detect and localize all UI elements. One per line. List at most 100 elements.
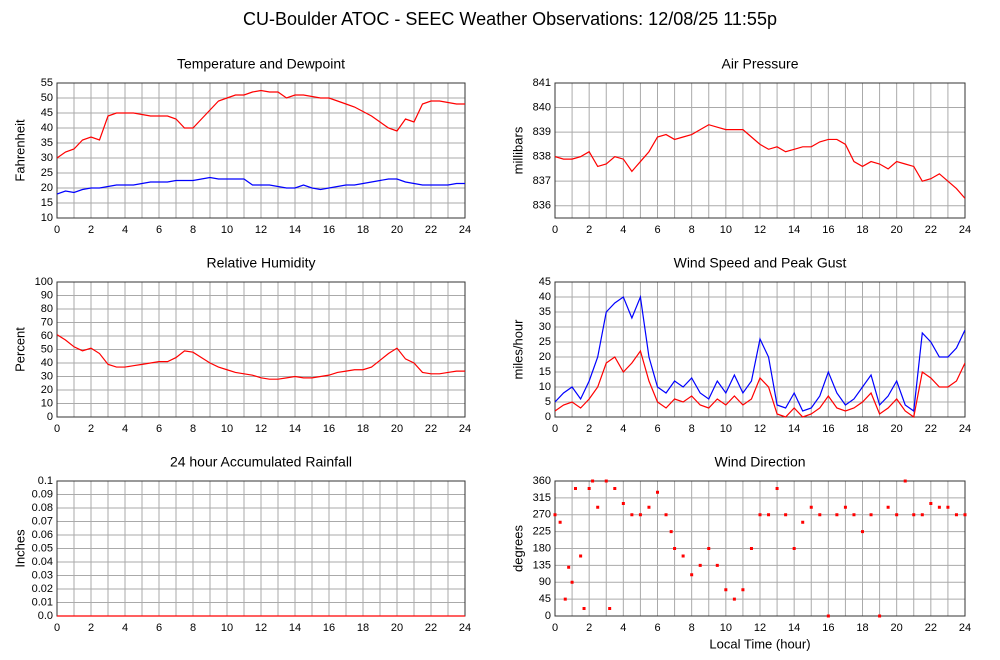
x-tick-label: 10 xyxy=(221,224,233,236)
x-tick-label: 0 xyxy=(54,224,60,236)
x-tick-label: 8 xyxy=(190,224,196,236)
y-tick-label: 30 xyxy=(41,152,53,164)
x-tick-label: 2 xyxy=(88,224,94,236)
point xyxy=(929,502,933,505)
point xyxy=(690,573,694,577)
plot-frame xyxy=(56,82,466,219)
x-tick-label: 24 xyxy=(459,423,471,435)
y-tick-label: 80 xyxy=(41,303,53,315)
point xyxy=(852,513,856,517)
point xyxy=(647,505,651,509)
x-tick-label: 20 xyxy=(891,622,903,634)
x-tick-label: 22 xyxy=(925,224,937,236)
y-tick-label: 35 xyxy=(539,306,551,318)
point xyxy=(920,513,924,517)
x-tick-label: 18 xyxy=(856,423,868,435)
x-tick-label: 8 xyxy=(689,224,695,236)
point xyxy=(591,479,595,483)
x-tick-label: 24 xyxy=(959,423,971,435)
x-tick-label: 12 xyxy=(255,423,267,435)
y-tick-label: 35 xyxy=(41,137,53,149)
y-tick-label: 0 xyxy=(545,610,551,622)
y-tick-label: 45 xyxy=(539,276,551,288)
x-tick-label: 16 xyxy=(822,622,834,634)
point xyxy=(963,513,967,517)
x-tick-label: 2 xyxy=(586,622,592,634)
x-tick-label: 20 xyxy=(391,224,403,236)
panel: Wind Direction degrees Local Time (hour) 0 2… xyxy=(510,454,971,652)
point xyxy=(886,505,890,509)
x-tick-label: 4 xyxy=(620,423,626,435)
x-tick-label: 6 xyxy=(654,224,660,236)
x-tick-label: 2 xyxy=(88,423,94,435)
x-tick-label: 20 xyxy=(391,622,403,634)
point xyxy=(869,513,873,517)
x-tick-label: 8 xyxy=(689,423,695,435)
y-tick-label: 0.06 xyxy=(32,529,53,541)
point xyxy=(596,505,600,509)
x-tick-label: 4 xyxy=(620,224,626,236)
point xyxy=(656,490,659,494)
point xyxy=(630,513,634,517)
point xyxy=(638,513,642,517)
point xyxy=(669,530,673,534)
point xyxy=(574,487,577,490)
point xyxy=(767,513,771,517)
y-tick-label: 10 xyxy=(41,212,53,224)
x-tick-label: 10 xyxy=(221,622,233,634)
line-series xyxy=(57,334,465,380)
y-tick-label: 10 xyxy=(41,397,53,409)
y-tick-label: 0 xyxy=(545,411,551,423)
chart-title: Wind Speed and Peak Gust xyxy=(674,255,847,271)
y-axis-label: Inches xyxy=(12,529,27,568)
x-tick-label: 0 xyxy=(552,423,558,435)
point xyxy=(792,547,796,550)
x-tick-label: 0 xyxy=(552,224,558,236)
x-tick-label: 24 xyxy=(459,224,471,236)
y-tick-label: 180 xyxy=(533,542,551,554)
chart-title: Air Pressure xyxy=(721,56,798,72)
y-axis-label: millibars xyxy=(510,126,525,174)
x-tick-label: 6 xyxy=(156,622,162,634)
x-axis-label: Local Time (hour) xyxy=(709,636,810,651)
x-tick-label: 16 xyxy=(323,224,335,236)
y-tick-label: 50 xyxy=(41,92,53,104)
x-tick-label: 10 xyxy=(720,423,732,435)
x-tick-label: 14 xyxy=(788,622,800,634)
chart-title: 24 hour Accumulated Rainfall xyxy=(170,454,352,470)
line-series xyxy=(57,89,465,159)
x-tick-label: 10 xyxy=(221,423,233,435)
x-tick-label: 6 xyxy=(156,224,162,236)
y-tick-label: 0.0 xyxy=(38,610,53,622)
y-tick-label: 135 xyxy=(533,559,551,571)
y-tick-label: 0.05 xyxy=(32,542,53,554)
x-tick-label: 0 xyxy=(54,622,60,634)
x-tick-label: 4 xyxy=(122,224,128,236)
point xyxy=(673,547,677,550)
point xyxy=(681,554,685,558)
x-tick-label: 12 xyxy=(255,224,267,236)
y-tick-label: 100 xyxy=(35,276,53,288)
y-axis-label: degrees xyxy=(510,525,525,572)
x-tick-label: 12 xyxy=(255,622,267,634)
x-tick-label: 8 xyxy=(190,622,196,634)
point xyxy=(878,614,882,618)
y-tick-label: 25 xyxy=(41,167,53,179)
page-title: CU-Boulder ATOC - SEEC Weather Observati… xyxy=(243,9,777,29)
point xyxy=(587,487,591,490)
x-tick-label: 4 xyxy=(122,622,128,634)
x-tick-label: 22 xyxy=(925,423,937,435)
point xyxy=(707,547,711,550)
y-tick-label: 0.01 xyxy=(32,596,53,608)
y-tick-label: 15 xyxy=(41,197,53,209)
y-tick-label: 60 xyxy=(41,330,53,342)
y-tick-label: 45 xyxy=(41,107,53,119)
y-axis-label: Fahrenheit xyxy=(12,119,27,182)
y-tick-label: 45 xyxy=(539,593,551,605)
x-tick-label: 22 xyxy=(425,224,437,236)
x-tick-label: 10 xyxy=(720,224,732,236)
y-tick-label: 225 xyxy=(533,526,551,538)
